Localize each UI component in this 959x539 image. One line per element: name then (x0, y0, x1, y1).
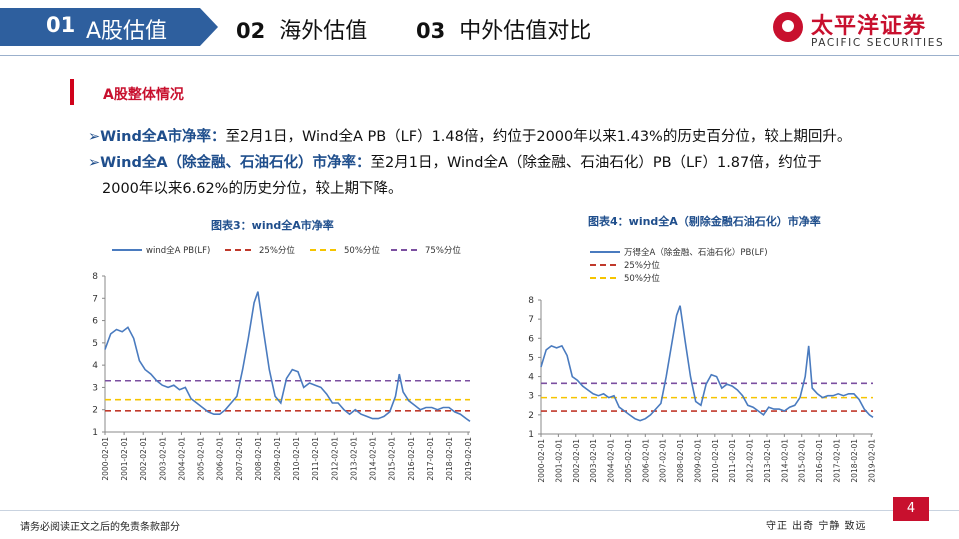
bullet-keyword: Wind全A市净率： (100, 129, 226, 145)
y-tick-label: 5 (528, 353, 534, 363)
x-tick-label: 2007-02-01 (235, 437, 244, 481)
brand-logo: 太平洋证券 PACIFIC SECURITIES (773, 6, 953, 52)
summary-bullets: ➢Wind全A市净率：至2月1日，Wind全A PB（LF）1.48倍，约位于2… (88, 124, 948, 202)
x-tick-label: 2014-02-01 (369, 437, 378, 481)
bullet-arrow-icon: ➢ (88, 155, 101, 171)
footer-disclaimer: 请务必阅读正文之后的免责条款部分 (20, 522, 180, 533)
logo-mark-icon (773, 12, 803, 42)
y-tick-label: 4 (92, 361, 98, 371)
legend-label: 50%分位 (344, 245, 380, 256)
nav-tab-number: 01 (46, 13, 76, 37)
bullet-item: ➢Wind全A市净率：至2月1日，Wind全A PB（LF）1.48倍，约位于2… (88, 124, 948, 150)
pb-chart-wind-all-a: 1 2 3 4 5 6 7 8 2000-02-01 2001-02-01 2002-02-01 20… (92, 245, 473, 481)
x-tick-label: 2012-02-01 (330, 437, 339, 481)
x-tick-label: 2009-02-01 (693, 439, 702, 483)
x-tick-label: 2017-02-01 (426, 437, 435, 481)
x-tick-label: 2010-02-01 (711, 439, 720, 483)
chart-title-left: 图表3：wind全A市净率 (211, 219, 334, 232)
y-tick-label: 8 (528, 296, 534, 306)
x-tick-label: 2006-02-01 (641, 439, 650, 483)
x-tick-label: 2012-02-01 (746, 439, 755, 483)
y-tick-label: 7 (528, 315, 534, 325)
bullet-text: 至2月1日，Wind全A（除金融、石油石化）PB（LF）1.87倍，约位于 (370, 155, 822, 171)
x-tick-label: 2008-02-01 (676, 439, 685, 483)
x-tick-label: 2019-02-01 (464, 437, 473, 481)
pb-series-line (540, 305, 874, 422)
x-tick-label: 2010-02-01 (292, 437, 301, 481)
x-tick-label: 2008-02-01 (254, 437, 263, 481)
pb-series-line (104, 291, 471, 422)
x-tick-label: 2007-02-01 (659, 439, 668, 483)
y-tick-label: 2 (92, 406, 98, 416)
y-tick-label: 6 (92, 317, 98, 327)
x-tick-label: 2004-02-01 (177, 437, 186, 481)
x-tick-label: 2016-02-01 (407, 437, 416, 481)
y-tick-label: 4 (528, 373, 534, 383)
nav-tab-comparison[interactable]: 03 中外估值对比 (416, 13, 591, 45)
legend-label: wind全A PB(LF) (146, 245, 210, 256)
y-tick-label: 8 (92, 272, 98, 282)
x-tick-label: 2006-02-01 (216, 437, 225, 481)
x-tick-label: 2005-02-01 (197, 437, 206, 481)
x-tick-label: 2016-02-01 (815, 439, 824, 483)
x-tick-label: 2009-02-01 (273, 437, 282, 481)
x-tick-label: 2000-02-01 (101, 437, 110, 481)
logo-text-cn: 太平洋证券 (811, 14, 927, 39)
x-tick-label: 2017-02-01 (832, 439, 841, 483)
x-tick-label: 2013-02-01 (349, 437, 358, 481)
legend-label: 万得全A（除金融、石油石化）PB(LF) (624, 247, 768, 258)
legend-label: 75%分位 (425, 245, 461, 256)
bullet-keyword: Wind全A（除金融、石油石化）市净率： (100, 155, 371, 171)
y-tick-label: 3 (528, 392, 534, 402)
nav-tab-a-share-valuation[interactable]: 01 A股估值 (0, 8, 218, 46)
nav-tab-overseas-valuation[interactable]: 02 海外估值 (236, 13, 367, 45)
x-tick-label: 2001-02-01 (120, 437, 129, 481)
x-tick-label: 2002-02-01 (139, 437, 148, 481)
x-tick-label: 2013-02-01 (763, 439, 772, 483)
x-tick-label: 2000-02-01 (537, 439, 546, 483)
y-tick-label: 2 (528, 411, 534, 421)
x-tick-label: 2018-02-01 (850, 439, 859, 483)
x-tick-label: 2015-02-01 (798, 439, 807, 483)
nav-tab-label: A股估值 (86, 19, 168, 44)
bullet-continuation: 2000年以来6.62%的历史分位，较上期下降。 (102, 181, 403, 197)
x-tick-label: 2003-02-01 (589, 439, 598, 483)
bullet-arrow-icon: ➢ (88, 129, 101, 145)
x-tick-label: 2018-02-01 (445, 437, 454, 481)
nav-tab-label: 海外估值 (279, 19, 368, 44)
bullet-item: ➢Wind全A（除金融、石油石化）市净率：至2月1日，Wind全A（除金融、石油… (88, 150, 948, 176)
x-tick-label: 2019-02-01 (867, 439, 876, 483)
y-tick-label: 1 (92, 428, 98, 438)
legend-label: 50%分位 (624, 273, 660, 284)
chart-title-right: 图表4：wind全A（剔除金融石油石化）市净率 (588, 215, 821, 228)
logo-text-en: PACIFIC SECURITIES (811, 37, 945, 49)
page-number: 4 (893, 497, 929, 521)
footer-divider (0, 510, 959, 511)
y-tick-label: 7 (92, 294, 98, 304)
legend-label: 25%分位 (624, 260, 660, 271)
section-marker (70, 79, 74, 105)
y-tick-label: 1 (528, 430, 534, 440)
x-tick-label: 2015-02-01 (388, 437, 397, 481)
x-tick-label: 2002-02-01 (572, 439, 581, 483)
section-title: A股整体情况 (103, 87, 184, 103)
y-tick-label: 3 (92, 383, 98, 393)
pb-chart-wind-all-a-ex-fin: 1 2 3 4 5 6 7 8 2000-02-01 2001-02-01 2002-02-01 20… (528, 247, 876, 483)
x-tick-label: 2011-02-01 (728, 439, 737, 483)
x-tick-label: 2011-02-01 (311, 437, 320, 481)
nav-tab-number: 02 (236, 19, 266, 43)
y-tick-label: 6 (528, 334, 534, 344)
footer-motto: 守正 出奇 宁静 致远 (766, 521, 867, 532)
x-tick-label: 2005-02-01 (624, 439, 633, 483)
header-divider (0, 55, 959, 56)
x-tick-label: 2004-02-01 (607, 439, 616, 483)
y-tick-label: 5 (92, 339, 98, 349)
nav-tab-label: 中外估值对比 (459, 19, 592, 44)
nav-tab-number: 03 (416, 19, 446, 43)
x-tick-label: 2001-02-01 (554, 439, 563, 483)
x-tick-label: 2014-02-01 (780, 439, 789, 483)
bullet-text: 至2月1日，Wind全A PB（LF）1.48倍，约位于2000年以来1.43%… (225, 129, 852, 145)
legend-label: 25%分位 (259, 245, 295, 256)
x-tick-label: 2003-02-01 (158, 437, 167, 481)
